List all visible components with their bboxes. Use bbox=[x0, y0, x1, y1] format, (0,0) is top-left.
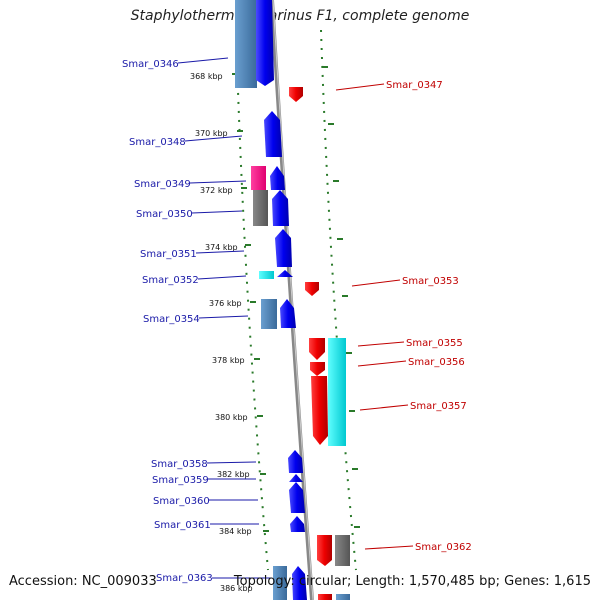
genome-summary-text: Topology: circular; Length: 1,570,485 bp… bbox=[233, 574, 591, 589]
right-ruler-ticks bbox=[322, 66, 360, 528]
genome-backbone-highlight bbox=[272, 0, 314, 600]
gene-label[interactable]: Smar_0352 bbox=[142, 275, 199, 286]
gene-block-0353[interactable] bbox=[305, 282, 319, 296]
gene-block-0359[interactable] bbox=[289, 474, 303, 482]
kbp-label: 368 kbp bbox=[190, 72, 223, 81]
kbp-label: 378 kbp bbox=[212, 356, 245, 365]
gene-block-0357[interactable] bbox=[311, 376, 328, 445]
left-labels bbox=[177, 57, 272, 579]
forward-genes bbox=[235, 0, 307, 600]
kbp-label: 382 kbp bbox=[217, 470, 250, 479]
map-title: Staphylothermus marinus F1, complete gen… bbox=[130, 8, 470, 24]
kbp-labels: 368 kbp 370 kbp 372 kbp 374 kbp 376 kbp … bbox=[190, 72, 253, 593]
gene-label[interactable]: Smar_0363 bbox=[156, 573, 213, 584]
gene-label[interactable]: Smar_0346 bbox=[122, 59, 179, 70]
gene-label[interactable]: Smar_0357 bbox=[410, 401, 467, 412]
kbp-label: 370 kbp bbox=[195, 129, 228, 138]
gene-label[interactable]: Smar_0349 bbox=[134, 179, 191, 190]
gene-block-0360[interactable] bbox=[289, 482, 305, 513]
gene-block-0354-steel[interactable] bbox=[261, 299, 277, 329]
gene-block-0356[interactable] bbox=[328, 338, 346, 446]
gene-block-bottom-red[interactable] bbox=[318, 594, 332, 600]
gene-block-0346-a[interactable] bbox=[235, 0, 257, 88]
gene-block-0363[interactable] bbox=[292, 566, 307, 600]
gene-label[interactable]: Smar_0348 bbox=[129, 137, 186, 148]
gene-block-0352[interactable] bbox=[259, 271, 274, 279]
right-label-texts: Smar_0347 Smar_0353 Smar_0355 Smar_0356 … bbox=[386, 80, 472, 553]
gene-block-0358[interactable] bbox=[288, 450, 303, 473]
gene-label[interactable]: Smar_0361 bbox=[154, 520, 211, 531]
gene-block-0355[interactable] bbox=[309, 338, 325, 360]
gene-block-bottom-steel[interactable] bbox=[336, 594, 350, 600]
gene-label[interactable]: Smar_0358 bbox=[151, 459, 208, 470]
kbp-label: 384 kbp bbox=[219, 527, 252, 536]
reverse-genes bbox=[289, 87, 350, 600]
outer-ruler-right bbox=[320, 29, 357, 571]
gene-label[interactable]: Smar_0359 bbox=[152, 475, 209, 486]
gene-block-0351[interactable] bbox=[275, 229, 292, 267]
gene-block-0361[interactable] bbox=[290, 516, 305, 532]
kbp-label: 386 kbp bbox=[220, 584, 253, 593]
gene-label[interactable]: Smar_0350 bbox=[136, 209, 193, 220]
gene-block-0347[interactable] bbox=[289, 87, 303, 102]
outer-ruler-left bbox=[235, 29, 269, 571]
gene-label[interactable]: Smar_0362 bbox=[415, 542, 472, 553]
gene-block-0349[interactable] bbox=[251, 166, 266, 190]
right-labels bbox=[335, 83, 414, 550]
gene-block-0355-b[interactable] bbox=[310, 362, 325, 376]
gene-block-0363-steel[interactable] bbox=[273, 566, 287, 600]
gene-label[interactable]: Smar_0353 bbox=[402, 276, 459, 287]
gene-block-0348[interactable] bbox=[264, 111, 282, 157]
left-ruler-ticks bbox=[232, 73, 269, 532]
kbp-label: 374 kbp bbox=[205, 243, 238, 252]
left-label-texts: Smar_0346 Smar_0348 Smar_0349 Smar_0350 … bbox=[122, 59, 213, 584]
gene-block-0362[interactable] bbox=[317, 535, 332, 566]
gene-label[interactable]: Smar_0351 bbox=[140, 249, 197, 260]
gene-block-0350-fwd[interactable] bbox=[272, 190, 289, 226]
kbp-label: 380 kbp bbox=[215, 413, 248, 422]
gene-label[interactable]: Smar_0354 bbox=[143, 314, 200, 325]
gene-block-0354[interactable] bbox=[280, 299, 296, 328]
kbp-label: 372 kbp bbox=[200, 186, 233, 195]
gene-label[interactable]: Smar_0355 bbox=[406, 338, 463, 349]
gene-label[interactable]: Smar_0360 bbox=[153, 496, 210, 507]
kbp-label: 376 kbp bbox=[209, 299, 242, 308]
gene-block-0362-gray[interactable] bbox=[335, 535, 350, 566]
gene-block-0350[interactable] bbox=[253, 190, 268, 226]
gene-label[interactable]: Smar_0347 bbox=[386, 80, 443, 91]
accession-text: Accession: NC_009033 bbox=[9, 574, 157, 589]
gene-block-0349-fwd[interactable] bbox=[270, 166, 285, 190]
gene-block-0352-fwd[interactable] bbox=[277, 270, 293, 277]
gene-block-0346-b[interactable] bbox=[256, 0, 274, 86]
gene-label[interactable]: Smar_0356 bbox=[408, 357, 465, 368]
genome-backbone bbox=[270, 0, 314, 600]
